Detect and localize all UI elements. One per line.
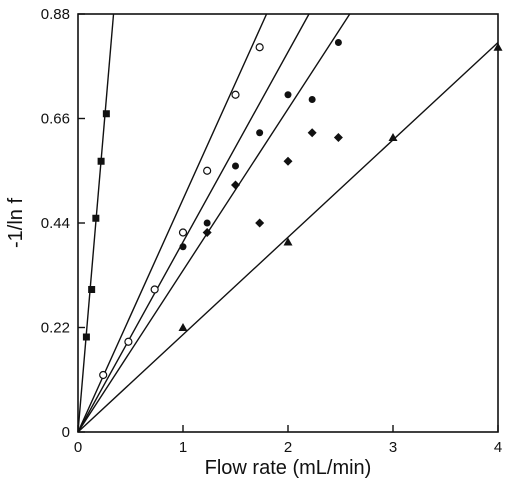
open-circle-marker <box>255 43 264 52</box>
open-circle-marker <box>150 285 159 294</box>
square-marker <box>92 214 100 222</box>
x-tick-label: 4 <box>494 439 502 456</box>
y-tick-label: 0.66 <box>41 111 70 128</box>
y-tick-label: 0.88 <box>41 6 70 23</box>
y-tick-label: 0.44 <box>41 215 70 232</box>
y-axis-title: -1/ln f <box>5 198 27 248</box>
y-tick-label: 0.22 <box>41 320 70 337</box>
circle-marker <box>284 91 292 99</box>
diamond-marker <box>202 228 212 237</box>
square-marker <box>97 157 105 165</box>
circle-marker <box>179 243 187 251</box>
open-circle-marker <box>231 90 240 99</box>
diamond-marker <box>307 128 317 138</box>
square-marker <box>88 286 96 293</box>
open-circle-marker <box>124 337 133 346</box>
y-tick-label: 0 <box>62 424 70 441</box>
diamond-marker <box>333 133 343 142</box>
plot-border <box>77 13 499 433</box>
y-axis-ticks: 0 0.22 0.44 0.66 0.88 <box>41 6 85 441</box>
open-circle-marker <box>99 370 108 380</box>
plot-frame <box>77 13 499 433</box>
x-tick-label: 0 <box>74 439 82 456</box>
diamond-marker <box>283 156 293 166</box>
x-tick-label: 1 <box>179 439 187 456</box>
square-marker <box>102 110 110 118</box>
open-circle-marker <box>178 228 188 237</box>
x-tick-label: 2 <box>284 439 292 456</box>
triangle-marker <box>283 237 293 246</box>
fit-line <box>77 41 499 433</box>
x-axis-title: Flow rate (mL/min) <box>205 457 372 479</box>
fit-line <box>77 13 268 433</box>
x-tick-label: 3 <box>389 439 397 456</box>
fit-line <box>77 13 351 433</box>
triangle-marker <box>178 323 188 331</box>
diamond-marker <box>255 218 265 228</box>
circle-marker <box>232 162 239 170</box>
triangle-marker <box>493 42 503 51</box>
fit-lines <box>77 13 499 433</box>
circle-marker <box>256 129 264 137</box>
diamond-marker <box>231 180 240 190</box>
data-markers <box>82 39 503 380</box>
open-circle-marker <box>203 166 212 175</box>
x-axis-ticks: 0 1 2 3 4 <box>74 425 502 456</box>
fit-line <box>77 13 115 433</box>
fit-line <box>77 13 310 433</box>
circle-marker <box>203 219 211 227</box>
triangle-marker <box>388 133 398 141</box>
square-marker <box>82 333 90 341</box>
circle-marker <box>334 39 342 46</box>
circle-marker <box>308 96 316 103</box>
